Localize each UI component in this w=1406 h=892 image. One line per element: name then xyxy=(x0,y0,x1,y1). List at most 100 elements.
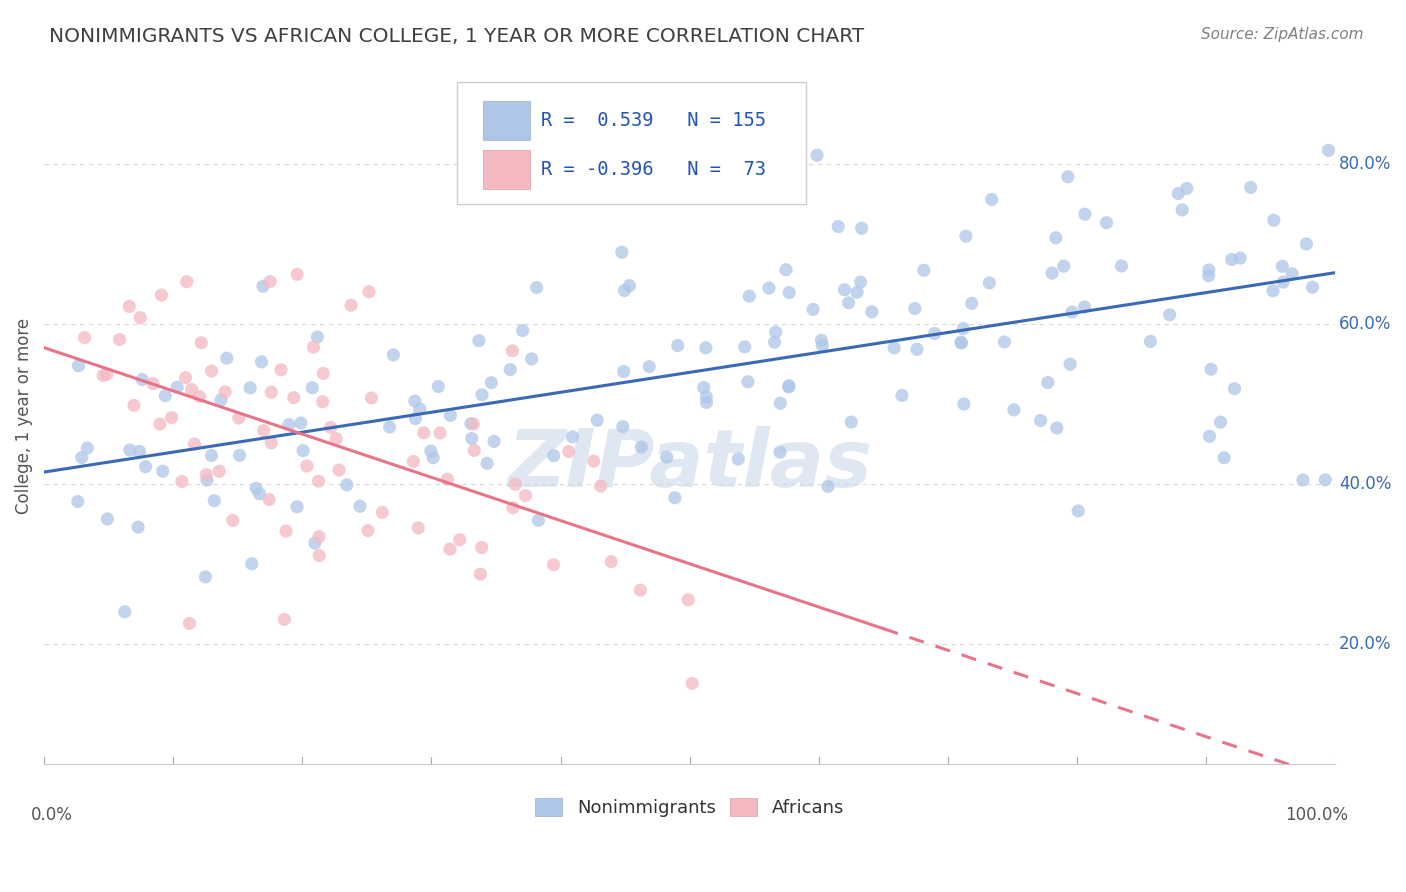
Point xyxy=(460,417,482,431)
Point xyxy=(1315,473,1337,487)
Y-axis label: College, 1 year or more: College, 1 year or more xyxy=(15,318,32,514)
Point xyxy=(295,458,318,473)
Point xyxy=(378,420,401,434)
Text: 0.0%: 0.0% xyxy=(31,805,73,823)
Point xyxy=(1059,357,1081,371)
Point xyxy=(1111,259,1133,273)
Point xyxy=(839,415,862,429)
Point xyxy=(765,325,787,339)
Point xyxy=(128,444,150,458)
Point xyxy=(449,533,471,547)
Point xyxy=(176,275,198,289)
Point xyxy=(924,326,946,341)
Text: R = -0.396   N =  73: R = -0.396 N = 73 xyxy=(541,160,766,178)
Point xyxy=(114,605,136,619)
Point xyxy=(239,381,262,395)
Point xyxy=(285,500,308,514)
Point xyxy=(274,524,297,538)
Point xyxy=(260,435,283,450)
Point xyxy=(950,335,973,350)
Point xyxy=(681,676,703,690)
Point xyxy=(1139,334,1161,349)
Point xyxy=(695,341,717,355)
Text: 20.0%: 20.0% xyxy=(1339,635,1392,653)
Point xyxy=(613,364,636,378)
Point xyxy=(439,409,461,423)
Point xyxy=(619,278,641,293)
Point xyxy=(1029,413,1052,427)
Point xyxy=(600,555,623,569)
Point xyxy=(170,475,193,489)
Point xyxy=(155,389,177,403)
Point xyxy=(479,376,502,390)
Point xyxy=(953,397,976,411)
Point xyxy=(463,417,485,431)
Point xyxy=(1057,169,1080,184)
Point xyxy=(834,283,856,297)
Point xyxy=(846,285,869,300)
Point xyxy=(1095,216,1118,230)
Point xyxy=(412,425,434,440)
Point xyxy=(382,348,405,362)
Point xyxy=(561,430,583,444)
Point xyxy=(1220,252,1243,267)
Point xyxy=(131,373,153,387)
Point xyxy=(769,396,792,410)
Point xyxy=(1002,402,1025,417)
Point xyxy=(1281,267,1303,281)
Point xyxy=(1301,280,1323,294)
Point xyxy=(461,432,484,446)
Point xyxy=(127,520,149,534)
Point xyxy=(301,381,323,395)
Point xyxy=(993,334,1015,349)
Point xyxy=(285,268,308,282)
Point xyxy=(1198,268,1220,283)
Point xyxy=(422,450,444,465)
Point xyxy=(778,378,800,392)
Text: ZIPatlas: ZIPatlas xyxy=(508,425,872,504)
Point xyxy=(427,379,450,393)
Point xyxy=(91,368,114,383)
Point xyxy=(179,616,201,631)
Point xyxy=(142,376,165,391)
Point xyxy=(1067,504,1090,518)
Point xyxy=(960,296,983,310)
Point xyxy=(257,492,280,507)
Point xyxy=(312,394,335,409)
Point xyxy=(118,300,141,314)
Point xyxy=(228,449,250,463)
Point xyxy=(980,193,1002,207)
Point xyxy=(409,401,432,416)
Point xyxy=(336,478,359,492)
Point xyxy=(406,521,429,535)
Point xyxy=(778,380,800,394)
Point xyxy=(214,384,236,399)
Point xyxy=(860,305,883,319)
Text: 40.0%: 40.0% xyxy=(1339,475,1392,493)
Point xyxy=(778,285,800,300)
Point xyxy=(202,493,225,508)
Point xyxy=(260,385,283,400)
Point xyxy=(470,567,492,582)
Point xyxy=(666,338,689,352)
Text: 100.0%: 100.0% xyxy=(1285,805,1348,823)
Point xyxy=(503,477,526,491)
Point xyxy=(838,295,860,310)
Point xyxy=(1263,213,1285,227)
Point xyxy=(222,513,245,527)
Text: 80.0%: 80.0% xyxy=(1339,155,1392,173)
Point xyxy=(302,340,325,354)
Point xyxy=(195,473,218,487)
Text: Source: ZipAtlas.com: Source: ZipAtlas.com xyxy=(1201,27,1364,42)
Point xyxy=(810,333,832,347)
Point xyxy=(149,417,172,431)
Point xyxy=(758,281,780,295)
Point xyxy=(73,330,96,344)
Point xyxy=(827,219,849,234)
Point xyxy=(67,359,90,373)
Point xyxy=(693,380,716,394)
Point xyxy=(429,425,451,440)
Point xyxy=(76,441,98,455)
Point xyxy=(543,558,565,572)
Point xyxy=(1060,305,1083,319)
